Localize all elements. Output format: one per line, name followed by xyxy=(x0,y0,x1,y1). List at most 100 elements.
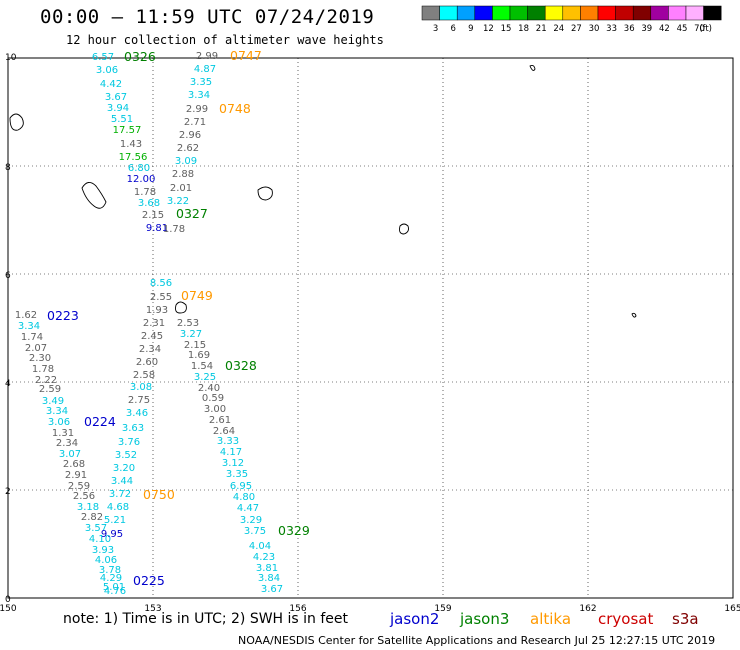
wave-height-label: 17.56 xyxy=(119,152,148,163)
island-outline xyxy=(631,312,637,318)
wave-height-label: 2.53 xyxy=(177,318,199,329)
island-outline xyxy=(257,186,273,201)
wave-height-label: 3.52 xyxy=(115,450,137,461)
scale-label: 70 xyxy=(694,24,705,34)
wave-height-label: 2.88 xyxy=(172,169,194,180)
wave-height-label: 2.59 xyxy=(39,384,61,395)
wave-height-label: 3.08 xyxy=(130,382,152,393)
wave-height-label: 3.35 xyxy=(226,469,248,480)
wave-height-label: 3.06 xyxy=(48,417,70,428)
scale-label: 12 xyxy=(483,24,494,34)
wave-height-label: 6.95 xyxy=(230,481,252,492)
wave-height-label: 2.60 xyxy=(136,357,158,368)
map-frame xyxy=(7,57,734,599)
wave-height-label: 3.81 xyxy=(256,563,278,574)
island-outline xyxy=(9,113,24,131)
wave-height-label: 3.00 xyxy=(204,404,226,415)
wave-height-label: 5.21 xyxy=(104,515,126,526)
wave-height-label: 2.40 xyxy=(198,383,220,394)
wave-height-label: 2.75 xyxy=(128,395,150,406)
credit-text: NOAA/NESDIS Center for Satellite Applica… xyxy=(238,634,716,647)
lat-tick-label: 4 xyxy=(5,379,11,389)
map-title: 00:00 – 11:59 UTC 07/24/2019 xyxy=(40,6,375,28)
scale-swatch xyxy=(685,5,704,21)
wave-height-label: 3.35 xyxy=(190,77,212,88)
scale-label: 24 xyxy=(553,24,564,34)
map-subtitle: 12 hour collection of altimeter wave hei… xyxy=(66,33,384,47)
scale-swatch xyxy=(580,5,599,21)
scale-label: (ft) xyxy=(699,24,712,34)
legend-item-altika: altika xyxy=(530,610,571,628)
note-text: note: 1) Time is in UTC; 2) SWH is in fe… xyxy=(63,611,349,627)
legend-item-jason3: jason3 xyxy=(459,610,509,628)
wave-height-label: 2.58 xyxy=(133,370,155,381)
wave-height-label: 4.06 xyxy=(95,555,117,566)
wave-height-label: 1.69 xyxy=(188,350,210,361)
wave-height-label: 3.57 xyxy=(85,523,107,534)
wave-height-label: 2.56 xyxy=(73,491,95,502)
scale-swatch xyxy=(474,5,493,21)
wave-height-label: 3.84 xyxy=(258,573,280,584)
pass-label: 0327 xyxy=(176,206,208,221)
wave-height-label: 3.29 xyxy=(240,515,262,526)
wave-height-label: 3.12 xyxy=(222,458,244,469)
pass-label: 0749 xyxy=(181,288,213,303)
pass-label: 0750 xyxy=(143,487,175,502)
wave-height-label: 3.25 xyxy=(194,372,216,383)
wave-height-label: 1.43 xyxy=(120,139,142,150)
wave-height-label: 0.59 xyxy=(202,393,224,404)
scale-swatch xyxy=(632,5,652,21)
wave-height-label: 2.99 xyxy=(186,104,208,115)
wave-height-label: 4.23 xyxy=(253,552,275,563)
wave-height-label: 3.94 xyxy=(107,103,129,114)
legend-item-jason2: jason2 xyxy=(389,610,439,628)
wave-height-label: 1.62 xyxy=(15,310,37,321)
wave-height-label: 2.62 xyxy=(177,143,199,154)
scale-label: 27 xyxy=(571,24,582,34)
wave-height-label: 4.04 xyxy=(249,541,271,552)
scale-swatch xyxy=(439,5,458,21)
wave-height-label: 4.42 xyxy=(100,79,122,90)
scale-swatch xyxy=(597,5,616,21)
wave-height-label: 3.20 xyxy=(113,463,135,474)
wave-height-label: 1.78 xyxy=(163,224,185,235)
wave-height-label: 4.29 xyxy=(100,573,122,584)
wave-height-label: 2.30 xyxy=(29,353,51,364)
wave-height-label: 8.56 xyxy=(150,278,172,289)
scale-label: 33 xyxy=(606,24,617,34)
scale-label: 36 xyxy=(624,24,635,34)
scale-label: 15 xyxy=(501,24,512,34)
wave-height-label: 2.01 xyxy=(170,183,192,194)
wave-height-label: 1.31 xyxy=(52,428,74,439)
wave-height-label: 9.81 xyxy=(146,223,168,234)
wave-height-label: 6.57 xyxy=(92,52,114,63)
scale-label: 42 xyxy=(659,24,670,34)
wave-height-label: 3.22 xyxy=(167,196,189,207)
lat-tick-label: 0 xyxy=(5,595,11,605)
pass-label: 0224 xyxy=(84,414,116,429)
wave-height-label: 3.67 xyxy=(105,92,127,103)
wave-height-label: 3.09 xyxy=(175,156,197,167)
scale-label: 18 xyxy=(518,24,529,34)
wave-height-label: 3.18 xyxy=(77,502,99,513)
wave-height-label: 1.93 xyxy=(146,305,168,316)
scale-label: 45 xyxy=(677,24,688,34)
legend-item-cryosat: cryosat xyxy=(598,610,653,628)
wave-height-label: 3.27 xyxy=(180,329,202,340)
legend-item-s3a: s3a xyxy=(672,610,699,628)
lon-tick-label: 159 xyxy=(434,604,451,614)
scale-label: 3 xyxy=(433,24,438,34)
wave-height-label: 2.61 xyxy=(209,415,231,426)
wave-height-label: 2.15 xyxy=(184,340,206,351)
wave-height-label: 5.51 xyxy=(111,114,133,125)
scale-label: 39 xyxy=(641,24,652,34)
wave-height-label: 2.34 xyxy=(56,438,78,449)
wave-height-label: 3.78 xyxy=(99,565,121,576)
wave-height-label: 3.34 xyxy=(46,406,68,417)
wave-height-label: 3.46 xyxy=(126,408,148,419)
wave-height-label: 12.00 xyxy=(127,174,156,185)
wave-height-label: 3.44 xyxy=(111,476,133,487)
wave-height-label: 3.67 xyxy=(261,584,283,595)
wave-height-label: 17.57 xyxy=(113,125,142,136)
wave-height-label: 1.78 xyxy=(32,364,54,375)
